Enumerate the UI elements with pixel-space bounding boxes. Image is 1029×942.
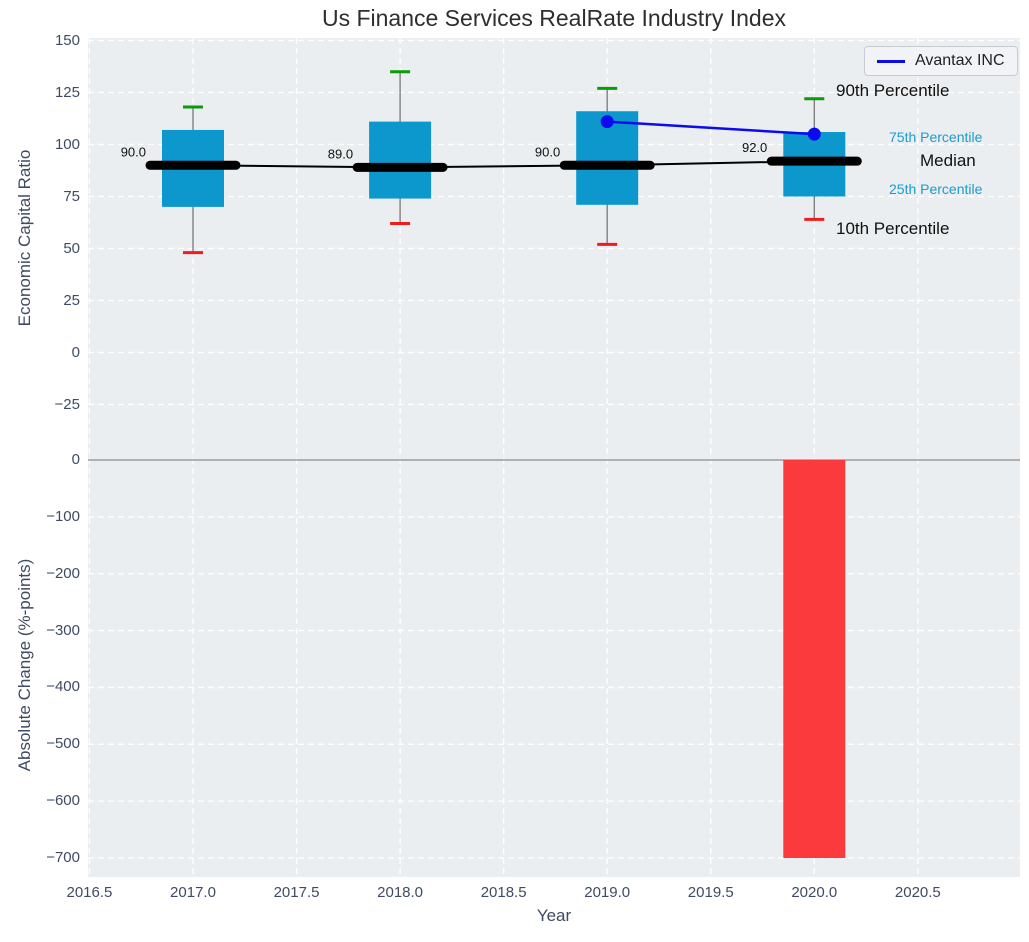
x-tick-label: 2017.0: [170, 884, 216, 901]
top-y-tick-label: 125: [54, 83, 80, 101]
x-tick-label: 2018.5: [480, 884, 527, 901]
bottom-y-tick-label: −700: [46, 849, 80, 867]
median-value-label: 89.0: [328, 146, 353, 161]
median-value-label: 92.0: [742, 140, 767, 155]
avantax-point: [807, 127, 821, 141]
iqr-box: [369, 121, 432, 199]
annotation-90th-percentile: 90th Percentile: [836, 81, 950, 100]
x-tick-label: 2020.5: [894, 884, 941, 901]
median-value-label: 90.0: [121, 144, 146, 159]
plot-area: 90.0 89.0 90.0 92.0 Avantax INC 90th Percen…: [88, 38, 1020, 877]
annotation-75th-percentile: 75th Percentile: [889, 129, 983, 145]
median-value-label: 90.0: [535, 144, 560, 159]
top-y-axis-label: Economic Capital Ratio: [15, 149, 34, 327]
bottom-y-tick-label: −100: [46, 507, 80, 525]
annotation-25th-percentile: 25th Percentile: [889, 181, 983, 197]
annotation-10th-percentile: 10th Percentile: [836, 219, 950, 238]
top-y-tick-label: 150: [54, 31, 80, 49]
chart-title: Us Finance Services RealRate Industry In…: [321, 5, 787, 31]
x-tick-label: 2016.5: [66, 884, 113, 901]
x-tick-label: 2019.0: [584, 884, 631, 901]
top-y-tick-label: −25: [54, 395, 80, 413]
top-y-tick-label: 75: [63, 187, 80, 205]
bottom-y-tick-label: −600: [46, 792, 80, 810]
x-axis-label: Year: [536, 906, 572, 925]
legend: Avantax INC: [864, 46, 1018, 76]
legend-line-sample: [877, 59, 905, 63]
avantax-point: [600, 115, 614, 129]
bottom-y-axis-label: Absolute Change (%-points): [15, 558, 34, 772]
top-y-tick-label: 25: [63, 291, 80, 309]
bottom-y-tick-label: −400: [46, 678, 80, 696]
annotation-median: Median: [920, 151, 976, 170]
median-connector-line: [192, 160, 815, 169]
avantax-line: [607, 120, 815, 136]
legend-label: Avantax INC: [915, 52, 1005, 69]
x-tick-label: 2018.0: [377, 884, 424, 901]
x-tick-label: 2017.5: [273, 884, 320, 901]
top-y-tick-label: 100: [54, 135, 80, 153]
chart-canvas: 90.0 89.0 90.0 92.0: [88, 38, 1020, 877]
bottom-y-tick-label: −500: [46, 735, 80, 753]
change-bar: [783, 460, 846, 859]
top-y-tick-label: 50: [63, 239, 80, 257]
bottom-y-tick-label: −200: [46, 564, 80, 582]
x-tick-label: 2020.0: [791, 884, 838, 901]
top-y-tick-label: 0: [71, 343, 80, 361]
bottom-y-tick-label: 0: [71, 451, 80, 468]
bottom-y-tick-label: −300: [46, 621, 80, 639]
x-tick-label: 2019.5: [687, 884, 734, 901]
